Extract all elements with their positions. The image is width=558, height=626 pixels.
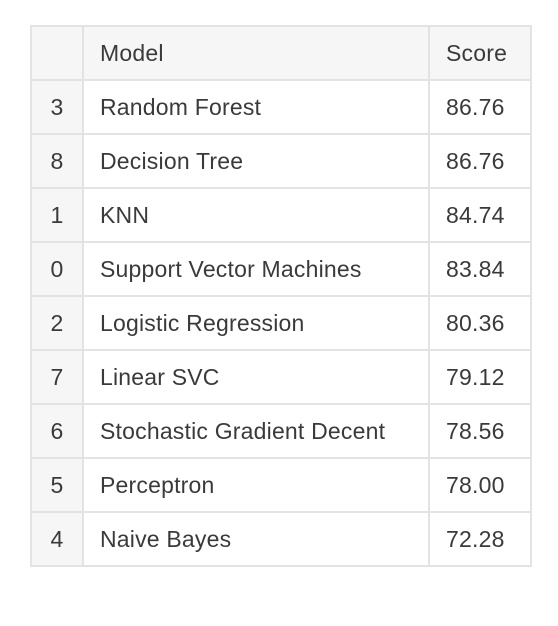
- model-name: Stochastic Gradient Decent: [82, 403, 430, 459]
- table-row: 5 Perceptron 78.00: [30, 457, 532, 513]
- row-index: 4: [30, 511, 84, 567]
- model-name: Random Forest: [82, 79, 430, 135]
- header-row: Model Score: [30, 25, 532, 81]
- model-scores-table: Model Score 3 Random Forest 86.76 8 Deci…: [30, 25, 532, 567]
- score-value: 72.28: [428, 511, 532, 567]
- row-index: 2: [30, 295, 84, 351]
- table-header: Model Score: [30, 25, 532, 81]
- table-row: 8 Decision Tree 86.76: [30, 133, 532, 189]
- model-name: Perceptron: [82, 457, 430, 513]
- model-name: KNN: [82, 187, 430, 243]
- index-column-header: [30, 25, 84, 81]
- score-value: 78.00: [428, 457, 532, 513]
- row-index: 1: [30, 187, 84, 243]
- row-index: 6: [30, 403, 84, 459]
- model-name: Logistic Regression: [82, 295, 430, 351]
- table-body: 3 Random Forest 86.76 8 Decision Tree 86…: [30, 79, 532, 567]
- table-row: 0 Support Vector Machines 83.84: [30, 241, 532, 297]
- score-value: 86.76: [428, 133, 532, 189]
- model-name: Naive Bayes: [82, 511, 430, 567]
- model-name: Linear SVC: [82, 349, 430, 405]
- table-row: 2 Logistic Regression 80.36: [30, 295, 532, 351]
- table-row: 4 Naive Bayes 72.28: [30, 511, 532, 567]
- results-table-container: Model Score 3 Random Forest 86.76 8 Deci…: [30, 25, 532, 567]
- score-column-header: Score: [428, 25, 532, 81]
- table-row: 3 Random Forest 86.76: [30, 79, 532, 135]
- score-value: 86.76: [428, 79, 532, 135]
- table-row: 7 Linear SVC 79.12: [30, 349, 532, 405]
- model-column-header: Model: [82, 25, 430, 81]
- score-value: 79.12: [428, 349, 532, 405]
- row-index: 7: [30, 349, 84, 405]
- row-index: 8: [30, 133, 84, 189]
- score-value: 78.56: [428, 403, 532, 459]
- score-value: 83.84: [428, 241, 532, 297]
- table-row: 1 KNN 84.74: [30, 187, 532, 243]
- score-value: 84.74: [428, 187, 532, 243]
- row-index: 0: [30, 241, 84, 297]
- row-index: 5: [30, 457, 84, 513]
- row-index: 3: [30, 79, 84, 135]
- model-name: Decision Tree: [82, 133, 430, 189]
- model-name: Support Vector Machines: [82, 241, 430, 297]
- score-value: 80.36: [428, 295, 532, 351]
- table-row: 6 Stochastic Gradient Decent 78.56: [30, 403, 532, 459]
